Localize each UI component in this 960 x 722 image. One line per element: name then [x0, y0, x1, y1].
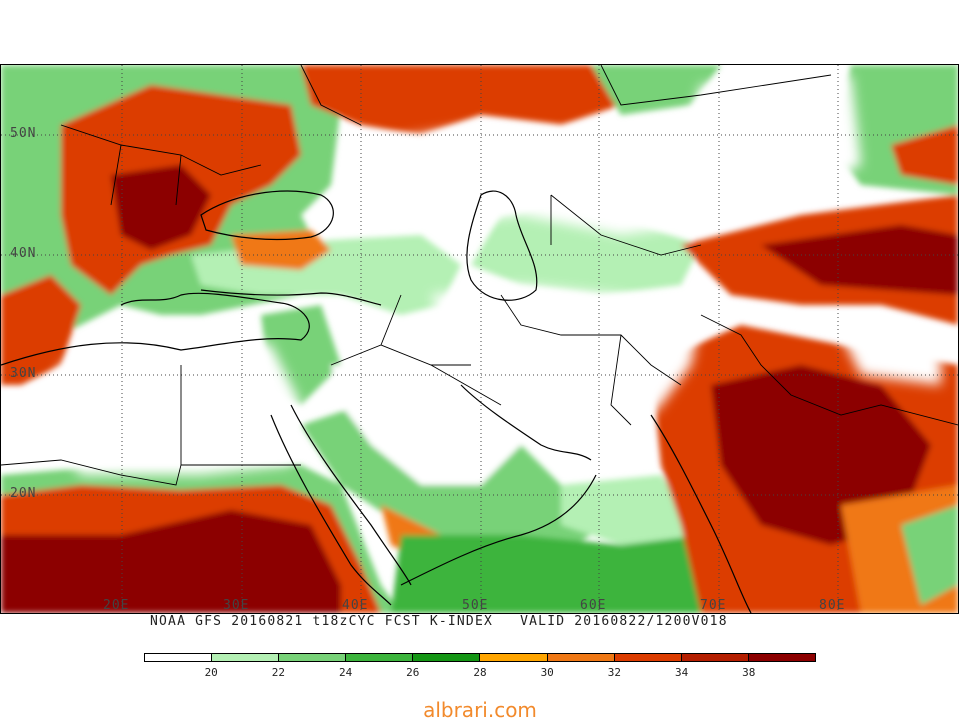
- hole-iran: [431, 285, 701, 445]
- hole-tibet: [831, 315, 941, 385]
- field-green-bengal: [901, 505, 958, 605]
- lat-label-40n: 40N: [10, 246, 37, 261]
- field-red-east: [891, 125, 958, 185]
- legend-label: 20: [204, 666, 218, 679]
- legend-swatch: [413, 654, 481, 661]
- hole-east: [681, 75, 861, 215]
- legend-label: 34: [674, 666, 689, 679]
- lat-label-30n: 30N: [10, 366, 37, 381]
- lon-label-80e: 80E: [819, 598, 846, 613]
- legend-label: 26: [406, 666, 420, 679]
- legend-swatch: [346, 654, 414, 661]
- caption-model-run: NOAA GFS 20160821 t18zCYC FCST K-INDEX: [150, 614, 494, 629]
- map-caption: NOAA GFS 20160821 t18zCYC FCST K-INDEX V…: [150, 614, 728, 629]
- lon-label-50e: 50E: [462, 598, 489, 613]
- legend-swatch: [145, 654, 213, 661]
- field-green-arabiansea: [391, 535, 721, 613]
- map-frame: [0, 64, 959, 614]
- legend-label: 30: [540, 666, 554, 679]
- field-shading: [1, 65, 958, 613]
- coast-caspian: [466, 190, 538, 301]
- coast-arabia-south: [400, 474, 597, 586]
- legend-label: 24: [338, 666, 353, 679]
- field-darkred-central: [761, 225, 958, 295]
- lon-label-70e: 70E: [700, 598, 727, 613]
- lon-label-30e: 30E: [223, 598, 250, 613]
- coastlines: [1, 190, 752, 613]
- coast-red-sea: [290, 404, 412, 586]
- lon-label-40e: 40E: [342, 598, 369, 613]
- border-north: [300, 65, 832, 126]
- field-red-west: [1, 275, 81, 385]
- legend-label: 38: [742, 666, 756, 679]
- border-iran: [500, 294, 682, 426]
- legend-colorbar: [144, 653, 816, 662]
- legend-swatch: [614, 654, 682, 661]
- legend-swatch: [681, 654, 749, 661]
- k-index-map: [1, 65, 958, 613]
- border-centralasia: [550, 194, 702, 256]
- graticule: [1, 65, 958, 613]
- field-green-north: [591, 65, 721, 115]
- lat-label-20n: 20N: [10, 486, 37, 501]
- field-darkred-africa: [1, 510, 341, 613]
- legend-label: 32: [607, 666, 622, 679]
- field-darkred-balkans: [111, 165, 211, 250]
- coast-turkey: [200, 289, 382, 306]
- legend-swatch: [279, 654, 347, 661]
- legend-swatch: [748, 654, 815, 661]
- border-africa: [1, 365, 301, 486]
- coast-mediterranean: [1, 292, 310, 366]
- borders: [1, 65, 958, 486]
- border-europe: [60, 124, 262, 206]
- coast-persian-gulf: [460, 384, 592, 461]
- field-lightgreen-arabiansea: [561, 475, 701, 545]
- lon-label-60e: 60E: [580, 598, 607, 613]
- field-white-holes: [41, 75, 941, 475]
- coast-black-sea: [200, 190, 334, 241]
- field-red-turkey: [231, 230, 331, 270]
- coast-red-sea-west: [270, 414, 392, 606]
- legend-label: 28: [473, 666, 487, 679]
- border-india: [700, 314, 958, 426]
- legend-label: 22: [271, 666, 286, 679]
- watermark: albrari.com: [423, 698, 537, 722]
- legend-swatch: [547, 654, 615, 661]
- lon-label-20e: 20E: [103, 598, 130, 613]
- field-red-north: [301, 65, 621, 135]
- lat-label-50n: 50N: [10, 126, 37, 141]
- legend-swatch: [212, 654, 280, 661]
- field-white-arabia: [331, 365, 521, 485]
- caption-valid-time: VALID 20160822/1200V018: [520, 614, 728, 629]
- border-arabia: [330, 294, 502, 406]
- hole-caspian: [361, 125, 691, 235]
- coast-india-west: [650, 414, 752, 613]
- hole-sahara: [41, 325, 301, 475]
- legend-swatch: [480, 654, 548, 661]
